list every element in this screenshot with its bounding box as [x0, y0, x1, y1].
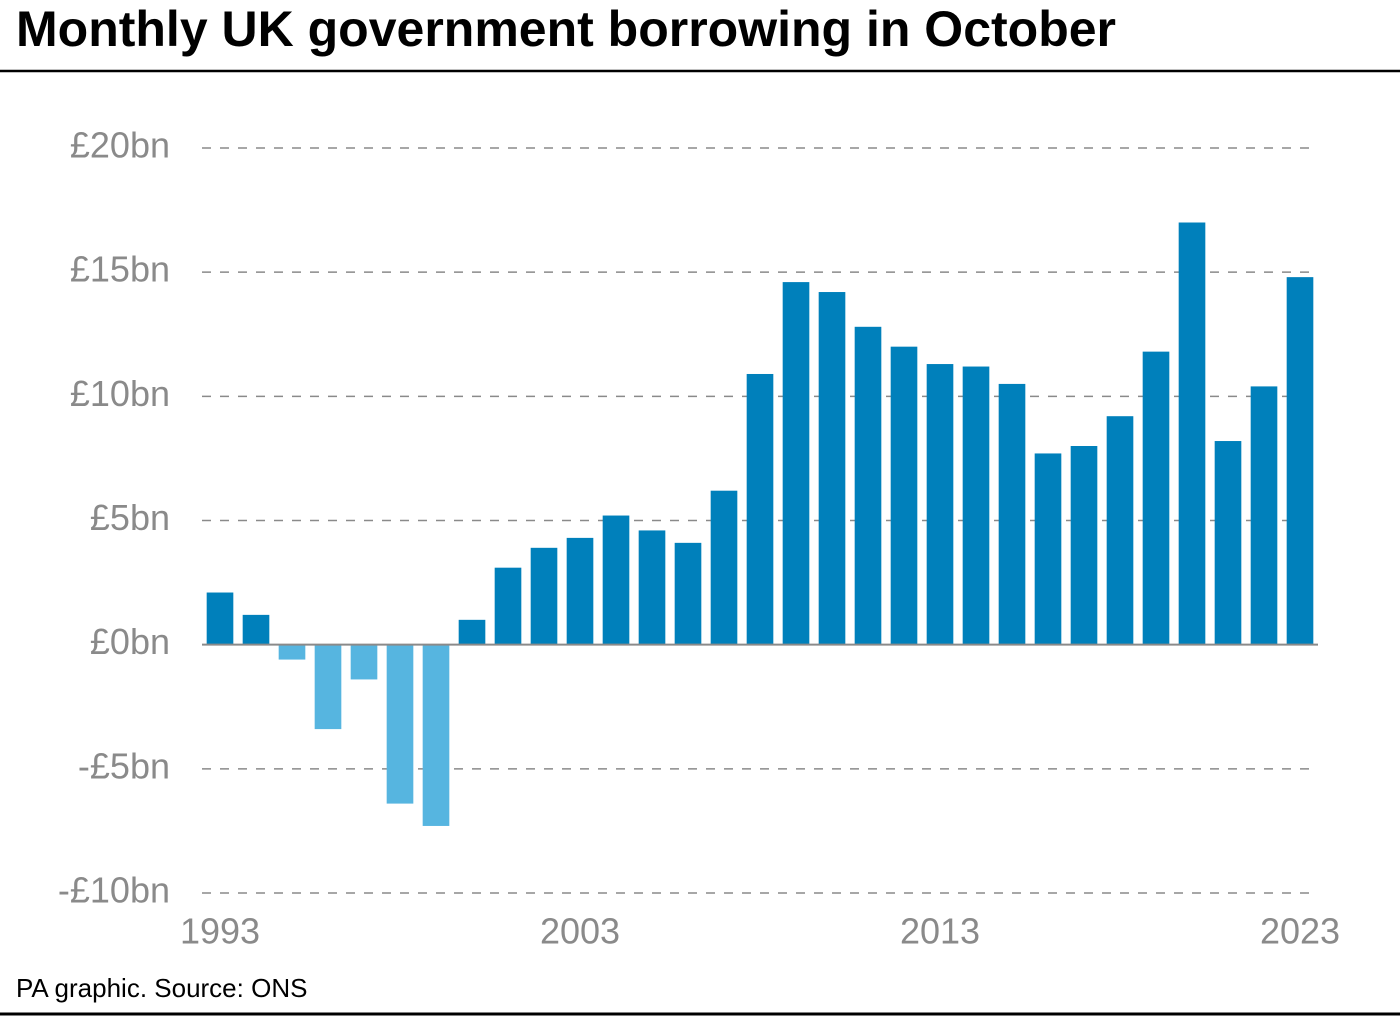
- bar: [530, 547, 558, 645]
- y-tick-label: -£5bn: [78, 745, 170, 786]
- y-tick-label: £10bn: [70, 373, 170, 414]
- bar: [1178, 222, 1206, 645]
- bar: [422, 644, 450, 826]
- bar: [1106, 416, 1134, 645]
- bar: [854, 326, 882, 645]
- bar: [926, 364, 954, 645]
- bar: [782, 282, 810, 645]
- bar: [242, 614, 270, 645]
- bar: [206, 592, 234, 645]
- x-tick-label: 2013: [900, 911, 980, 952]
- bar: [602, 515, 630, 645]
- bar: [1034, 453, 1062, 645]
- bar: [1214, 441, 1242, 645]
- bar: [998, 383, 1026, 645]
- bar: [1070, 446, 1098, 645]
- bar: [710, 490, 738, 645]
- bar: [386, 644, 414, 804]
- x-tick-label: 2003: [540, 911, 620, 952]
- bar: [566, 537, 594, 645]
- bar: [350, 644, 378, 680]
- y-tick-label: £5bn: [90, 497, 170, 538]
- bar: [674, 542, 702, 645]
- y-tick-label: £20bn: [70, 125, 170, 166]
- y-tick-label: £0bn: [90, 621, 170, 662]
- bar: [1286, 277, 1314, 645]
- bar: [1142, 351, 1170, 645]
- bar: [1250, 386, 1278, 645]
- bar: [746, 373, 774, 645]
- y-tick-label: £15bn: [70, 249, 170, 290]
- chart-title: Monthly UK government borrowing in Octob…: [16, 1, 1116, 57]
- bar: [962, 366, 990, 645]
- source: PA graphic. Source: ONS: [16, 973, 307, 1003]
- bar: [278, 644, 306, 660]
- x-tick-label: 1993: [180, 911, 260, 952]
- bar: [638, 530, 666, 645]
- bar: [458, 619, 486, 645]
- y-tick-label: -£10bn: [58, 870, 170, 911]
- bar: [818, 292, 846, 645]
- bar: [494, 567, 522, 645]
- bar: [890, 346, 918, 645]
- bar: [314, 644, 342, 730]
- x-tick-label: 2023: [1260, 911, 1340, 952]
